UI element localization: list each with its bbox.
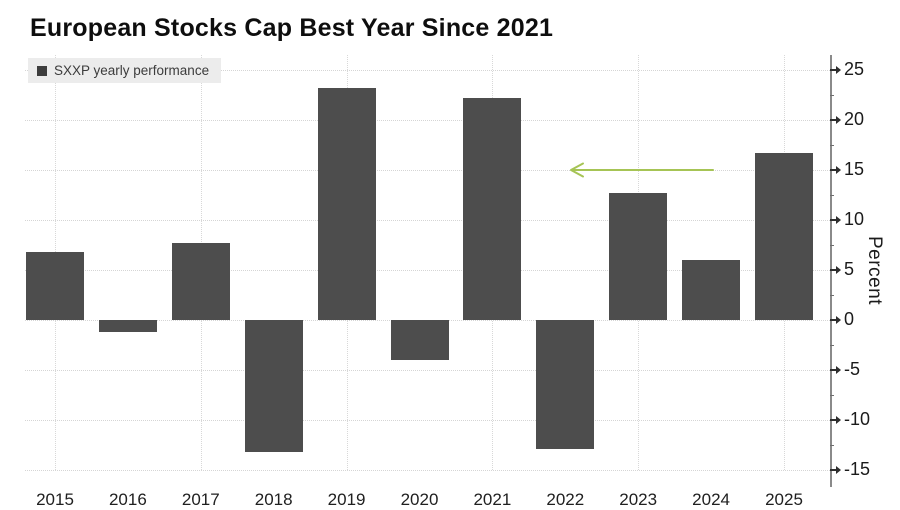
y-axis-tick-15: [830, 169, 836, 171]
y-axis-tick-label-0: 0: [844, 309, 855, 330]
y-axis-minor-tick: [830, 195, 834, 196]
y-axis-tick-20: [830, 119, 836, 121]
y-axis-tick--10: [830, 419, 836, 421]
legend-swatch-icon: [37, 65, 47, 76]
x-axis-label-2023: 2023: [619, 490, 658, 509]
y-axis-tick-0: [830, 319, 836, 321]
gridline-horizontal-25: [25, 70, 830, 71]
x-axis-label-2017: 2017: [181, 490, 220, 509]
x-axis-label-2020: 2020: [400, 490, 439, 509]
y-axis-minor-tick: [830, 295, 834, 296]
y-axis-tick--5: [830, 369, 836, 371]
left-arrow-annotation: [570, 162, 714, 178]
bar-2023: [609, 193, 668, 320]
y-axis-tick-label-25: 25: [844, 59, 865, 80]
bar-2015: [26, 252, 84, 320]
y-axis-tick-arrow-icon-20: [836, 116, 841, 124]
y-axis-minor-tick: [830, 445, 834, 446]
gridline-horizontal-10: [25, 220, 830, 221]
y-axis-tick-25: [830, 69, 836, 71]
y-axis-tick-label--10: -10: [844, 409, 871, 430]
gridline-horizontal--5: [25, 370, 830, 371]
bar-2021: [463, 98, 522, 320]
bar-2018: [244, 320, 303, 452]
y-axis-tick-arrow-icon--5: [836, 366, 841, 374]
bar-2016: [98, 320, 157, 332]
y-axis-title: Percent: [864, 236, 885, 305]
y-axis-minor-tick: [830, 245, 834, 246]
bar-2025: [755, 153, 813, 320]
x-axis-label-2018: 2018: [254, 490, 293, 509]
y-axis-tick-label-15: 15: [844, 159, 865, 180]
y-axis-minor-tick: [830, 95, 834, 96]
y-axis-line: [830, 55, 832, 487]
gridline-horizontal-15: [25, 170, 830, 171]
y-axis-tick-arrow-icon-25: [836, 66, 841, 74]
bar-2019: [317, 88, 376, 320]
y-axis-minor-tick: [830, 145, 834, 146]
chart-title: European Stocks Cap Best Year Since 2021: [30, 14, 554, 42]
y-axis-tick--15: [830, 469, 836, 471]
y-axis-tick-label-20: 20: [844, 109, 865, 130]
y-axis-tick-10: [830, 219, 836, 221]
x-axis-label-2019: 2019: [327, 490, 366, 509]
x-axis-label-2024: 2024: [692, 490, 731, 509]
y-axis-tick-arrow-icon-10: [836, 216, 841, 224]
y-axis-tick-arrow-icon--15: [836, 466, 841, 474]
gridline-horizontal--10: [25, 420, 830, 421]
bar-2022: [536, 320, 595, 449]
y-axis-minor-tick: [830, 395, 834, 396]
x-axis-label-2025: 2025: [765, 490, 803, 509]
y-axis-tick-arrow-icon-15: [836, 166, 841, 174]
y-axis-tick-arrow-icon-5: [836, 266, 841, 274]
legend: SXXP yearly performance: [28, 58, 222, 83]
gridline-horizontal-5: [25, 270, 830, 271]
y-axis-tick-label--15: -15: [844, 459, 871, 480]
bar-2024: [682, 260, 741, 320]
y-axis-tick-5: [830, 269, 836, 271]
y-axis-tick-label--5: -5: [844, 359, 861, 380]
x-axis-label-2015: 2015: [36, 490, 74, 509]
y-axis-minor-tick: [830, 345, 834, 346]
x-axis-label-2022: 2022: [546, 490, 585, 509]
y-axis-tick-label-10: 10: [844, 209, 865, 230]
legend-label: SXXP yearly performance: [54, 63, 210, 78]
y-axis-tick-arrow-icon-0: [836, 316, 841, 324]
gridline-horizontal--15: [25, 470, 830, 471]
gridline-horizontal-20: [25, 120, 830, 121]
y-axis-tick-label-5: 5: [844, 259, 855, 280]
y-axis-tick-arrow-icon--10: [836, 416, 841, 424]
x-axis-label-2021: 2021: [473, 490, 512, 509]
x-axis-label-2016: 2016: [108, 490, 147, 509]
bar-2020: [390, 320, 449, 360]
bar-2017: [171, 243, 230, 320]
